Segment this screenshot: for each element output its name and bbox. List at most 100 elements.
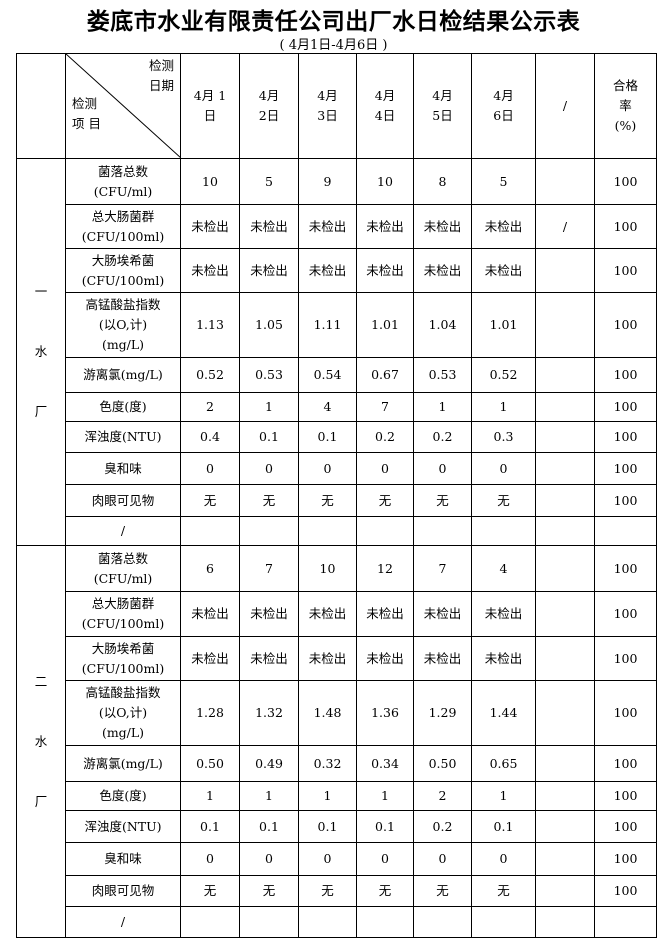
- value-day-2: 0.53: [239, 357, 299, 393]
- cell-text: 无: [378, 883, 392, 898]
- cell-text: 大肠埃希菌: [91, 640, 155, 656]
- cell-text: 色度(度): [99, 399, 147, 414]
- cell-text: 1.29: [428, 705, 457, 720]
- value-day-6: [471, 906, 536, 938]
- value-day-1: 无: [180, 875, 240, 907]
- value-day-6: 4: [471, 545, 536, 592]
- cell-text: 未检出: [366, 262, 404, 278]
- cell-text: 1: [438, 399, 447, 414]
- cell-text: 未检出: [423, 606, 462, 621]
- value-day-1: 1: [180, 781, 240, 811]
- plant-label-1: 一水厂: [16, 158, 66, 546]
- value-day-6: 未检出: [471, 591, 536, 637]
- value-day-3: 4: [298, 392, 357, 422]
- cell-text: 100: [613, 851, 638, 866]
- cell-text: /: [562, 218, 568, 234]
- cell-text: 4日: [374, 108, 396, 123]
- value-day-6: 0: [471, 452, 536, 485]
- cell-text: (CFU/ml): [93, 183, 153, 199]
- cell-text: 未检出: [191, 218, 229, 234]
- value-day-6: 未检出: [471, 248, 536, 293]
- cell-text: 0.1: [259, 818, 279, 834]
- cell-text: 0: [499, 851, 508, 866]
- cell-text: 100: [613, 560, 638, 576]
- value-day-1: 0.52: [180, 357, 240, 393]
- pass-rate: 100: [594, 842, 657, 876]
- cell-text: 0: [265, 851, 273, 866]
- header-date-1: 4月 1 日: [180, 53, 240, 159]
- table-row: 一水厂菌落总数 (CFU/ml) 10 5 9 10 8 5 100: [16, 158, 657, 546]
- table-row: /: [17, 516, 657, 546]
- plant-char: 厂: [34, 793, 48, 809]
- cell-text: 0.1: [375, 818, 395, 834]
- item-name: 菌落总数 (CFU/ml): [65, 158, 181, 205]
- cell-text: 0.1: [200, 818, 220, 834]
- extra-value: [535, 591, 595, 637]
- page-title: 娄底市水业有限责任公司出厂水日检结果公示表: [86, 9, 581, 35]
- cell-text: 未检出: [484, 650, 523, 666]
- value-day-2: 未检出: [239, 248, 299, 293]
- value-day-4: 0: [356, 452, 414, 485]
- value-day-5: 1: [413, 392, 472, 422]
- value-day-4: 1: [356, 781, 414, 811]
- cell-text: 菌落总数: [97, 550, 148, 566]
- value-day-4: 0.67: [356, 357, 414, 393]
- pass-rate: 100: [594, 292, 657, 358]
- value-day-1: 6: [180, 545, 240, 592]
- extra-value: [535, 680, 595, 746]
- cell-text: (CFU/100ml): [81, 272, 165, 288]
- cell-text: 100: [613, 173, 638, 189]
- cell-text: /: [120, 523, 126, 538]
- cell-text: 未检出: [191, 262, 229, 278]
- cell-text: 0.52: [489, 367, 518, 382]
- value-day-5: 未检出: [413, 204, 472, 249]
- value-day-1: 2: [180, 392, 240, 422]
- cell-text: 1.01: [489, 317, 518, 332]
- cell-text: 100: [613, 460, 638, 476]
- cell-text: 0: [438, 460, 447, 476]
- cell-text: 1: [265, 788, 273, 803]
- cell-text: 4月 1: [193, 88, 227, 103]
- value-day-4: 无: [356, 875, 414, 907]
- cell-text: 10: [377, 173, 393, 189]
- value-day-6: 未检出: [471, 204, 536, 249]
- extra-value: [535, 516, 595, 546]
- cell-text: (%): [614, 118, 637, 133]
- value-day-5: 2: [413, 781, 472, 811]
- cell-text: 100: [613, 399, 638, 414]
- value-day-4: 未检出: [356, 636, 414, 681]
- value-day-5: 0.53: [413, 357, 472, 393]
- cell-text: 3日: [317, 108, 338, 123]
- cell-text: (CFU/100ml): [81, 228, 165, 244]
- cell-text: 100: [613, 650, 638, 666]
- value-day-5: 1.29: [413, 680, 472, 746]
- cell-text: 0.1: [493, 818, 514, 834]
- header-row: 检测 日期 检测 项 目 4月 1 日 4月 2日 4月 3日 4月 4日 4月 5日 4月 6日 / 合…: [16, 53, 657, 159]
- header-date-2: 4月 2日: [239, 53, 299, 159]
- pass-rate: 100: [594, 781, 657, 811]
- cell-text: 4月: [374, 88, 396, 103]
- value-day-6: 1: [471, 781, 536, 811]
- cell-text: 菌落总数: [97, 163, 148, 179]
- cell-text: 未检出: [366, 650, 404, 666]
- cell-text: /: [562, 98, 568, 113]
- value-day-5: 1.04: [413, 292, 472, 358]
- value-day-1: 无: [180, 484, 240, 517]
- extra-value: [535, 745, 595, 782]
- value-day-4: 0.1: [356, 810, 414, 843]
- cell-text: 未检出: [308, 650, 347, 666]
- cell-text: 0: [381, 851, 389, 866]
- cell-text: 7: [265, 560, 273, 576]
- cell-text: 未检出: [250, 262, 288, 278]
- pass-rate: 100: [594, 204, 657, 249]
- header-date-6: 4月 6日: [471, 53, 536, 159]
- value-day-3: 9: [298, 158, 357, 205]
- value-day-2: 0.49: [239, 745, 299, 782]
- table-row: 高锰酸盐指数 (以O,计) (mg/L) 1.28 1.32 1.48 1.36 1.29 1.…: [17, 680, 657, 746]
- table-row: 二水厂菌落总数 (CFU/ml) 6 7 10 12 7 4 100: [16, 545, 657, 938]
- value-day-5: 0.2: [413, 421, 472, 453]
- cell-text: 1.01: [371, 317, 399, 332]
- value-day-6: 5: [471, 158, 536, 205]
- cell-text: 1: [499, 788, 508, 803]
- value-day-6: 0.52: [471, 357, 536, 393]
